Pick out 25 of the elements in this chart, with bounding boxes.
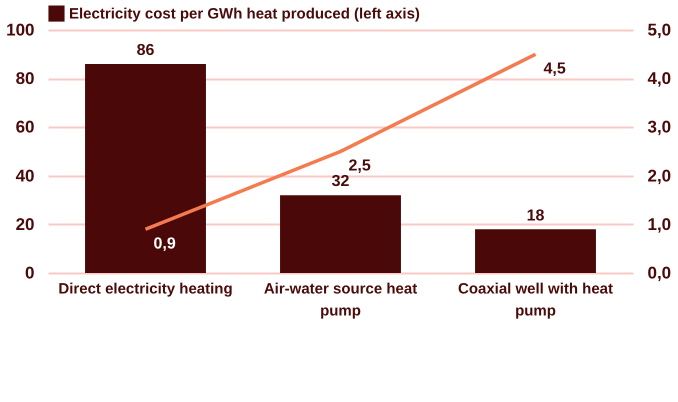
bar (280, 195, 401, 273)
legend-label: Electricity cost per GWh heat produced (left axis) (69, 6, 420, 22)
data-label: 32 (332, 173, 350, 190)
data-label: 86 (136, 42, 154, 60)
y2-tick-label: 4,0 (648, 69, 672, 88)
data-label: 18 (526, 207, 544, 224)
data-label: 2,5 (348, 158, 371, 174)
y-tick-label: 100 (6, 20, 34, 40)
x-tick-label: Air-water source heat pump (264, 280, 418, 320)
y-tick-label: 0 (25, 264, 34, 282)
y-tick-label: 80 (16, 69, 34, 88)
y-tick-label: 40 (16, 166, 34, 186)
y-tick-label: 60 (16, 118, 34, 137)
bar (85, 64, 206, 273)
data-label: 4,5 (544, 60, 566, 78)
y2-tick-label: 1,0 (648, 214, 672, 234)
x-tick-label: Coaxial well with heat pump (458, 280, 614, 320)
y2-tick-label: 5,0 (648, 20, 672, 40)
y-tick-label: 20 (16, 214, 34, 234)
y2-tick-label: 2,0 (648, 166, 672, 186)
data-label: 0,9 (154, 235, 176, 252)
y2-tick-label: 3,0 (648, 118, 672, 137)
y2-tick-label: 0,0 (648, 264, 672, 282)
x-tick-label: Direct electricity heating (58, 280, 233, 298)
bar (475, 229, 596, 273)
